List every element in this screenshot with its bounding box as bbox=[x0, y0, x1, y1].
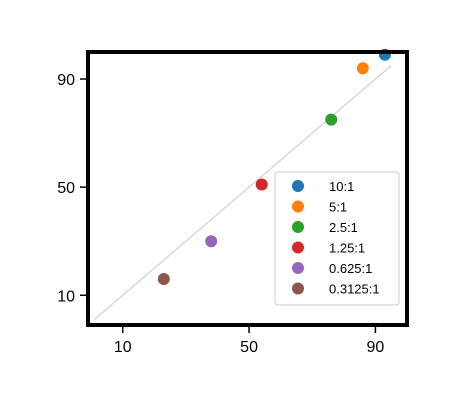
data-point-series-1 bbox=[356, 62, 369, 75]
data-point-series-2 bbox=[325, 113, 338, 126]
legend-marker bbox=[292, 221, 304, 233]
legend-label: 5:1 bbox=[329, 200, 347, 215]
legend-label: 2.5:1 bbox=[329, 220, 358, 235]
plot-frame bbox=[86, 50, 409, 327]
x-tick-label: 10 bbox=[114, 339, 132, 356]
legend-marker bbox=[292, 180, 304, 192]
axis-layer: 10 50 90 10 50 90 bbox=[57, 72, 384, 356]
legend-marker bbox=[292, 241, 304, 254]
legend-marker bbox=[292, 282, 304, 295]
plot-layer bbox=[93, 48, 392, 321]
y-tick-label: 90 bbox=[57, 72, 75, 89]
y-tick-label: 10 bbox=[57, 288, 75, 305]
x-tick-label: 90 bbox=[367, 339, 385, 356]
y-tick-label: 50 bbox=[57, 180, 75, 197]
data-point-series-4 bbox=[205, 235, 218, 248]
legend-label: 10:1 bbox=[329, 179, 354, 194]
data-point-series-5 bbox=[157, 273, 170, 286]
reference-line bbox=[93, 65, 392, 321]
legend-label: 1.25:1 bbox=[329, 241, 365, 256]
legend-marker bbox=[292, 200, 304, 213]
legend-label: 0.3125:1 bbox=[329, 282, 380, 297]
legend-marker bbox=[292, 262, 304, 274]
x-tick-label: 50 bbox=[240, 339, 258, 356]
legend: 10:1 5:1 2.5:1 1.25:1 0.625:1 0.3125:1 bbox=[274, 171, 400, 306]
data-point-series-3 bbox=[255, 178, 268, 191]
legend-label: 0.625:1 bbox=[329, 261, 372, 276]
legend-box bbox=[274, 171, 400, 306]
